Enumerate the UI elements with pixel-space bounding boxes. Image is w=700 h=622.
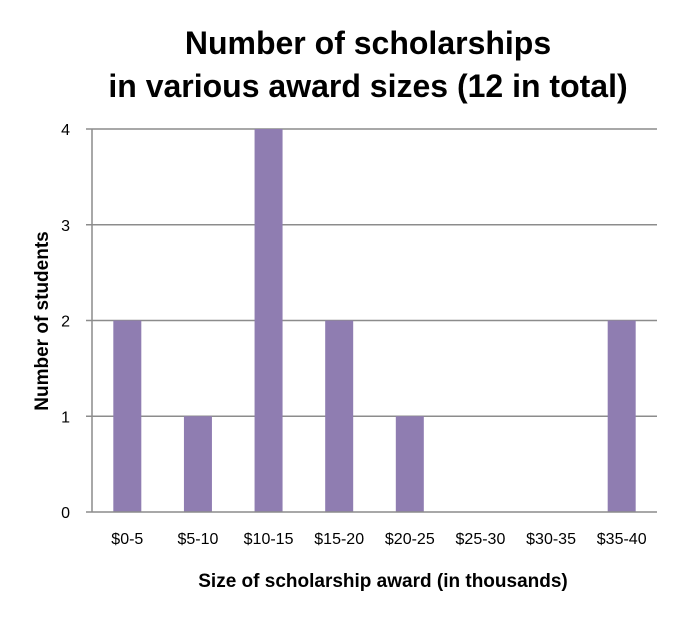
chart-title-line-2: in various award sizes (12 in total) <box>108 68 627 104</box>
axes <box>91 129 657 513</box>
y-tick-label: 1 <box>61 409 70 426</box>
bar <box>113 320 142 512</box>
y-tick-label: 0 <box>61 505 70 522</box>
y-tick-label: 3 <box>61 218 70 235</box>
bar <box>325 320 354 512</box>
y-tick-label: 4 <box>61 122 70 139</box>
x-tick-label: $10-15 <box>244 531 294 548</box>
x-tick-label: $15-20 <box>314 531 364 548</box>
bars <box>113 129 636 512</box>
x-tick-labels: $0-5 $5-10 $10-15 $15-20 $20-25 $25-30 $30-35 $… <box>111 531 646 548</box>
x-axis-title: Size of scholarship award (in thousands) <box>198 571 568 592</box>
x-tick-label: $30-35 <box>526 531 576 548</box>
gridlines <box>86 128 657 513</box>
bar <box>254 129 283 512</box>
x-tick-label: $5-10 <box>177 531 218 548</box>
chart-title-line-1: Number of scholarships <box>185 25 551 61</box>
y-tick-label: 2 <box>61 314 70 331</box>
x-tick-label: $20-25 <box>385 531 435 548</box>
y-axis-title: Number of students <box>32 231 53 410</box>
x-tick-label: $35-40 <box>597 531 647 548</box>
y-tick-labels: 0 1 2 3 4 <box>61 122 70 522</box>
bar <box>395 416 424 512</box>
bar <box>607 320 636 512</box>
x-tick-label: $0-5 <box>111 531 143 548</box>
x-tick-label: $25-30 <box>456 531 506 548</box>
bar <box>183 416 212 512</box>
